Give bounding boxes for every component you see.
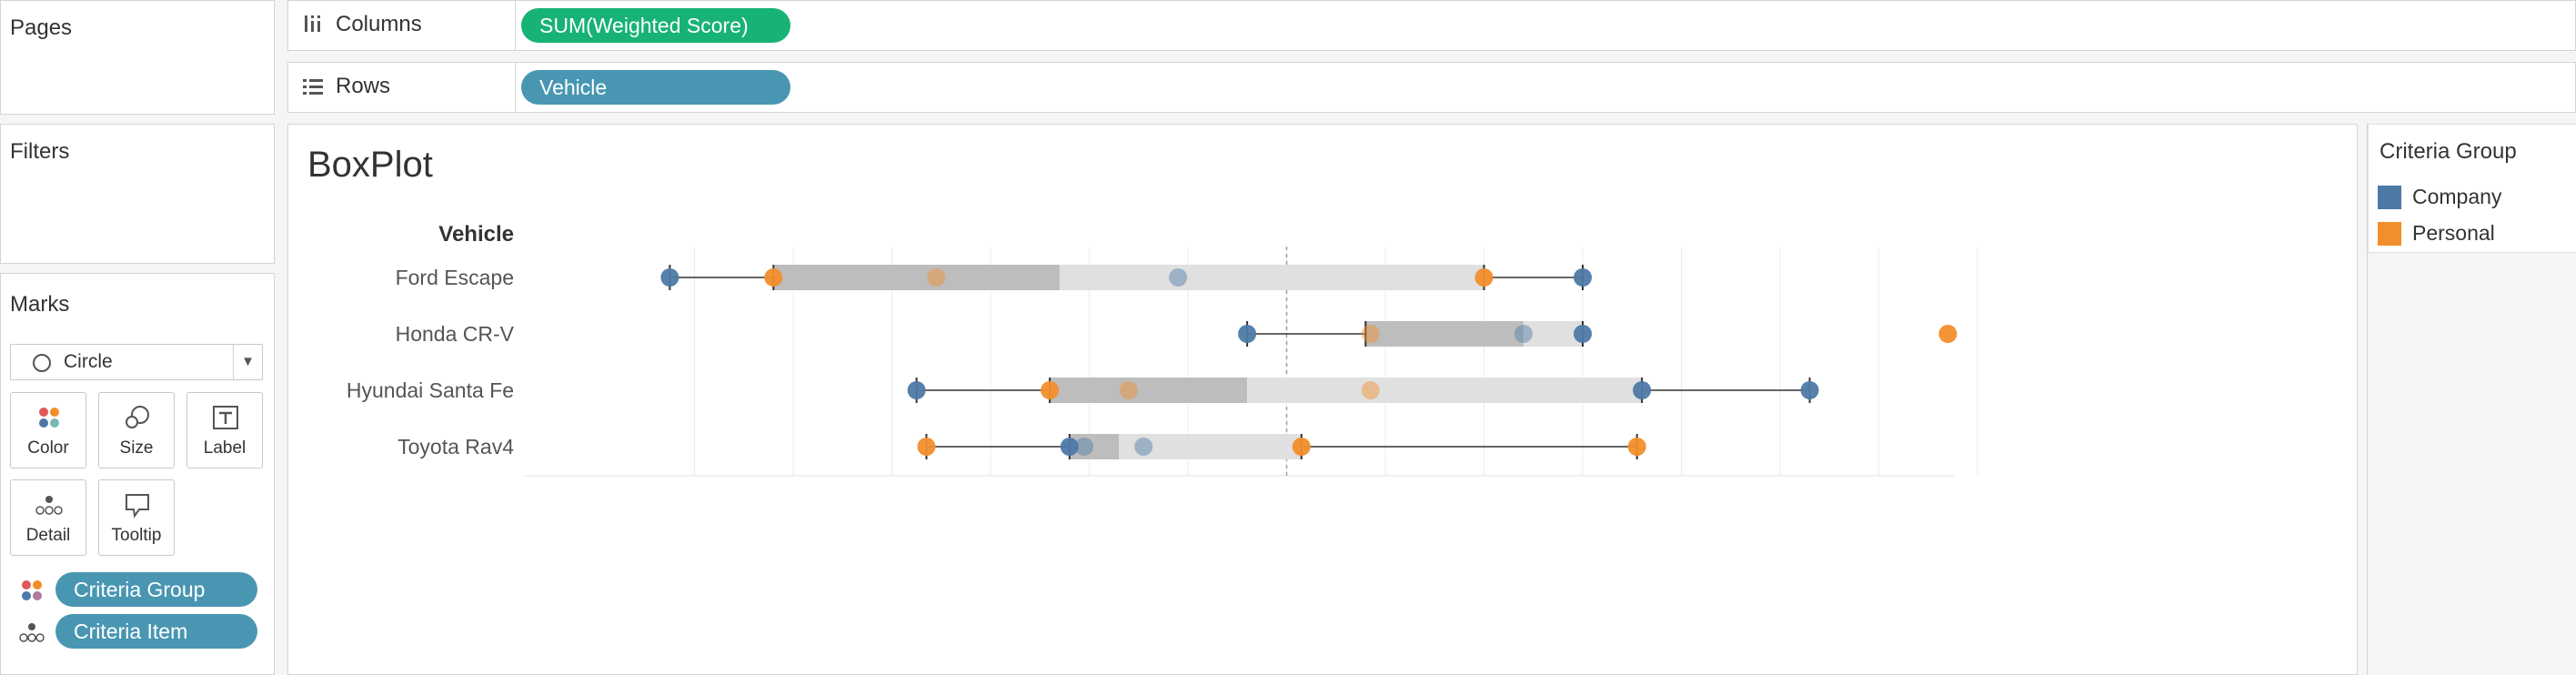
box-lower: [1365, 321, 1524, 347]
data-point: [907, 381, 926, 399]
text-label-icon: [213, 406, 238, 429]
tooltip-icon: [126, 494, 149, 519]
label-button[interactable]: Label: [186, 392, 263, 468]
legend-label-personal: Personal: [2412, 221, 2495, 245]
data-point: [1238, 325, 1257, 343]
data-point: [1060, 438, 1079, 456]
row-label: Hyundai Santa Fe: [347, 378, 514, 402]
data-point: [1574, 325, 1592, 343]
box-upper: [1247, 378, 1643, 403]
circle-mark-icon: [33, 354, 51, 372]
data-point: [1361, 381, 1380, 399]
row-header-vehicle: Vehicle: [438, 222, 514, 247]
color-dots-icon: [22, 580, 42, 600]
data-point: [1041, 381, 1060, 399]
data-point: [1633, 381, 1652, 399]
legend-swatch-company: [2378, 186, 2401, 209]
box-lower: [773, 265, 1060, 290]
criteria-item-pill[interactable]: Criteria Item: [55, 614, 257, 649]
box-lower: [1050, 378, 1248, 403]
boxplot-chart[interactable]: Vehicle Ford Escape Honda CR-V Hyundai Sant…: [288, 125, 2357, 674]
detail-dots-icon: [35, 496, 63, 515]
size-button-label: Size: [119, 438, 154, 458]
data-point: [1938, 325, 1957, 343]
legend-panel: Criteria Group Company Personal: [2367, 124, 2576, 675]
color-button[interactable]: Color: [10, 392, 86, 468]
data-point: [927, 268, 946, 287]
legend-swatch-personal: [2378, 222, 2401, 246]
color-button-label: Color: [27, 438, 69, 458]
pages-panel[interactable]: Pages: [0, 0, 275, 115]
data-point: [1119, 381, 1138, 399]
data-point: [1169, 268, 1188, 287]
criteria-group-pill[interactable]: Criteria Group: [55, 572, 257, 607]
rows-shelf[interactable]: Rows Vehicle: [287, 62, 2576, 113]
data-point: [1474, 268, 1494, 287]
vehicle-pill[interactable]: Vehicle: [521, 70, 790, 105]
detail-button-label: Detail: [25, 526, 71, 545]
legend-label-company: Company: [2412, 185, 2502, 208]
color-dots-icon: [39, 408, 59, 428]
label-button-label: Label: [203, 438, 247, 458]
color-legend[interactable]: Criteria Group Company Personal: [2368, 124, 2576, 253]
filters-title: Filters: [10, 139, 70, 164]
box-upper: [1059, 265, 1484, 290]
filters-panel[interactable]: Filters: [0, 124, 275, 264]
marks-title: Marks: [10, 292, 70, 317]
data-point: [1574, 268, 1592, 287]
rows-label-box: Rows: [288, 63, 516, 112]
detail-button[interactable]: Detail: [10, 479, 86, 556]
data-point: [1292, 438, 1311, 456]
row-label: Ford Escape: [396, 266, 514, 289]
mark-type-label: Circle: [64, 351, 113, 372]
row-label: Honda CR-V: [396, 322, 515, 346]
columns-shelf[interactable]: Columns SUM(Weighted Score): [287, 0, 2576, 51]
data-point: [764, 268, 783, 287]
data-point: [1075, 438, 1094, 456]
size-icon: [126, 406, 149, 428]
detail-dots-icon: [19, 623, 45, 642]
pages-title: Pages: [10, 15, 73, 40]
mark-type-dropdown[interactable]: Circle ▼: [10, 344, 263, 380]
size-button[interactable]: Size: [98, 392, 175, 468]
legend-title: Criteria Group: [2380, 139, 2517, 164]
data-point: [1514, 325, 1533, 343]
viz-panel[interactable]: BoxPlot Vehicle Ford Escape Honda CR-V Hyun…: [287, 124, 2358, 675]
box-upper: [1119, 434, 1302, 459]
sum-weighted-score-pill[interactable]: SUM(Weighted Score): [521, 8, 790, 43]
data-point: [1627, 438, 1646, 456]
data-point: [1134, 438, 1153, 456]
rows-icon: [303, 79, 323, 95]
rows-label: Rows: [336, 74, 391, 98]
data-point: [660, 268, 679, 287]
tooltip-button[interactable]: Tooltip: [98, 479, 175, 556]
data-point: [1361, 325, 1380, 343]
data-point: [917, 438, 936, 456]
columns-icon: [305, 15, 320, 32]
columns-label: Columns: [336, 12, 422, 36]
row-label: Toyota Rav4: [397, 435, 514, 458]
tooltip-button-label: Tooltip: [111, 526, 162, 545]
data-point: [1800, 381, 1819, 399]
box-upper: [1523, 321, 1583, 347]
dropdown-caret-icon[interactable]: ▼: [233, 345, 262, 379]
viz-title: BoxPlot: [307, 145, 433, 185]
marks-panel: Marks Circle ▼ Color Size Label D: [0, 273, 275, 675]
columns-label-box: Columns: [288, 1, 516, 50]
